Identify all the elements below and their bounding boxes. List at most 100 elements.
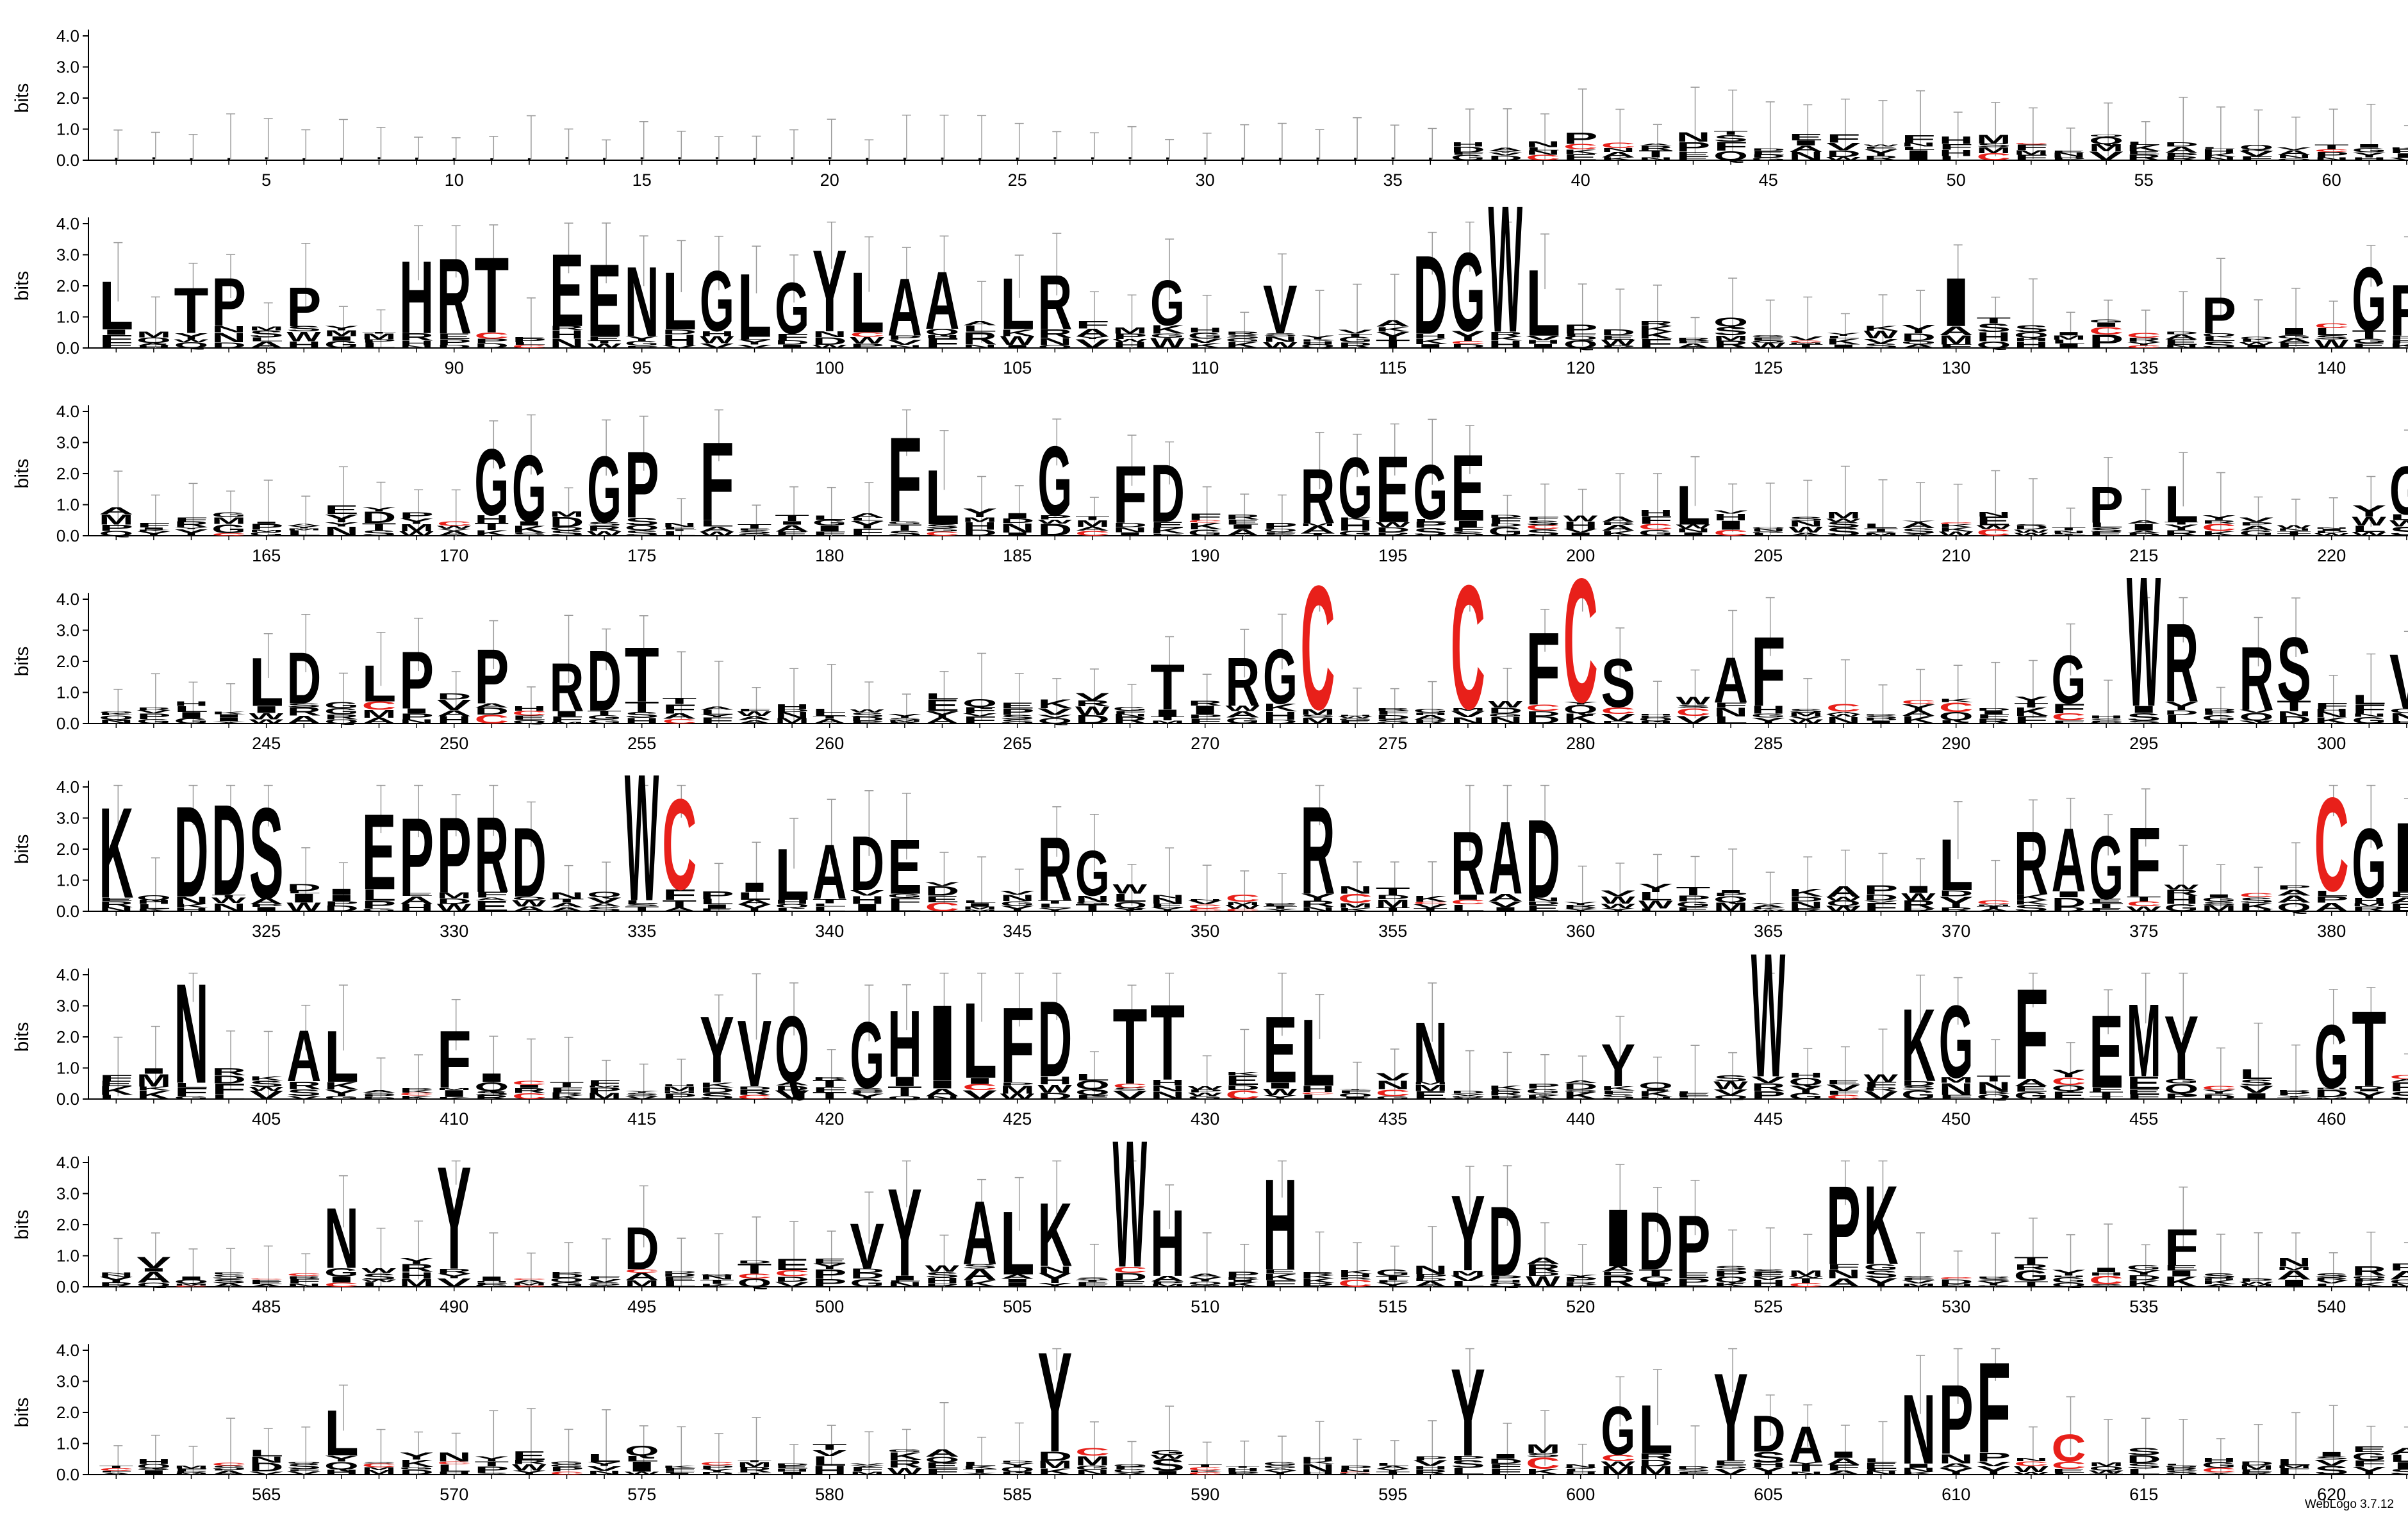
residue-letter: G [887, 520, 922, 525]
residue-letter: I [99, 328, 133, 336]
x-tick-label: 580 [815, 1485, 844, 1504]
residue-letter: G [249, 531, 284, 536]
residue-letter: P [2202, 287, 2236, 345]
residue-letter: V [850, 1462, 884, 1466]
residue-letter: W [812, 344, 848, 349]
residue-letter: V [1075, 691, 1110, 703]
residue-letter: L [249, 336, 284, 342]
residue-letter: H [1526, 339, 1560, 345]
residue-letter: P [2389, 339, 2408, 345]
residue-letter: D [775, 340, 809, 346]
residue-letter: L [1413, 518, 1447, 522]
residue-letter: E [362, 791, 397, 912]
x-tick-label: 440 [1566, 1109, 1595, 1129]
residue-letter: R [211, 1066, 246, 1077]
residue-letter: N [1413, 1263, 1447, 1277]
y-tick-label: 0.0 [56, 526, 79, 545]
logo-column [1353, 117, 1362, 165]
y-tick-label: 0.0 [56, 338, 79, 358]
residue-letter: P [99, 523, 133, 533]
residue-letter: C [1301, 549, 1335, 747]
residue-letter: L [1000, 262, 1035, 345]
residue-letter: W [1826, 156, 1861, 161]
residue-letter: W [362, 1267, 397, 1275]
residue-letter: R [1037, 327, 1072, 340]
residue-letter: R [1864, 714, 1899, 716]
residue-letter: L [738, 336, 772, 340]
y-tick-label: 1.0 [56, 683, 79, 702]
x-tick-label: 35 [1383, 170, 1403, 190]
residue-letter: S [2277, 619, 2311, 720]
residue-letter: D [1113, 522, 1148, 529]
residue-letter: D [399, 1088, 434, 1091]
x-tick-label: 90 [445, 358, 464, 377]
logo-column: 30 [1196, 133, 1215, 190]
residue-letter: F [2277, 341, 2311, 349]
residue-letter: W [1751, 918, 1786, 1115]
residue-letter: H [887, 991, 922, 1096]
residue-letter: D [738, 1260, 772, 1264]
residue-letter: K [211, 711, 246, 715]
x-tick-label: 425 [1003, 1109, 1032, 1129]
logo-column [864, 139, 874, 165]
residue-letter: L [1676, 1091, 1711, 1095]
residue-letter: P [512, 338, 547, 343]
residue-letter: W [850, 709, 885, 714]
residue-letter: V [1563, 528, 1598, 534]
residue-letter: Y [174, 527, 209, 538]
residue-letter: A [1713, 644, 1748, 716]
residue-letter: D [2014, 524, 2049, 531]
residue-letter: L [2089, 522, 2123, 529]
residue-letter: R [1376, 707, 1410, 711]
x-tick-label: 180 [815, 546, 844, 565]
residue-letter: H [2052, 156, 2086, 158]
residue-letter: D [1489, 514, 1523, 518]
y-tick-label: 2.0 [56, 88, 79, 108]
residue-letter: G [211, 522, 246, 536]
residue-letter: Y [738, 338, 772, 346]
residue-letter: V [1000, 890, 1035, 896]
residue-letter: M [1526, 1442, 1560, 1455]
residue-letter: G [2389, 452, 2408, 529]
residue-letter: G [1338, 529, 1373, 537]
residue-letter: H [1638, 713, 1673, 716]
residue-letter: T [474, 522, 509, 533]
logo-column: 35 [1383, 124, 1403, 190]
